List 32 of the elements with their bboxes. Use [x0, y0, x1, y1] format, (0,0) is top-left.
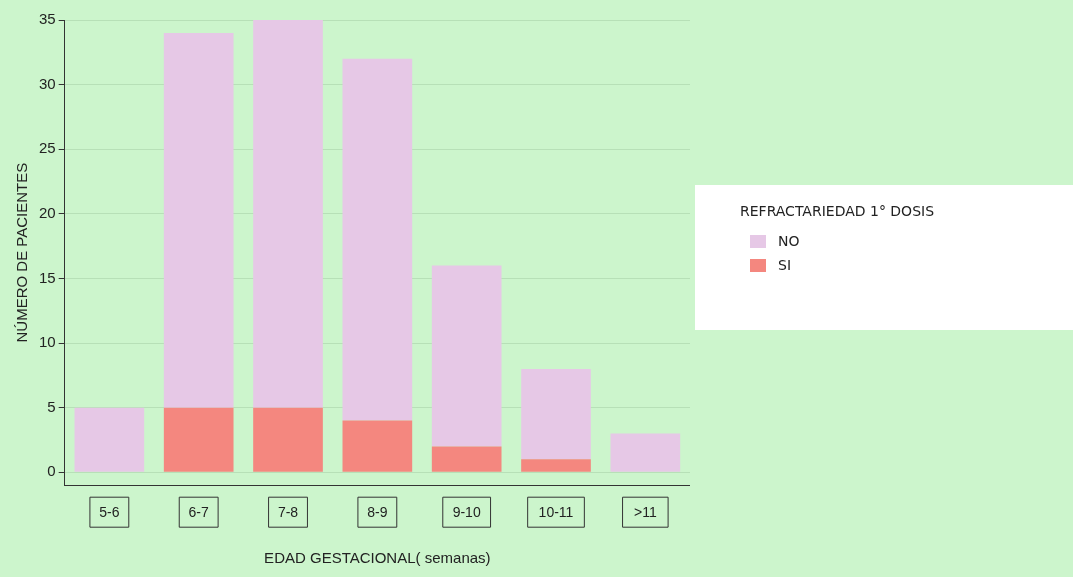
x-tick-label: >11	[633, 504, 657, 521]
x-tick-label: 10-11	[538, 504, 574, 521]
bar	[521, 459, 591, 472]
bar	[342, 420, 413, 472]
y-tick-label: 30	[39, 74, 56, 92]
bar	[342, 58, 413, 421]
bar	[253, 407, 323, 472]
bar	[431, 265, 502, 447]
bar	[163, 407, 234, 472]
y-tick-label: 35	[39, 10, 56, 28]
x-tick-label: 5-6	[99, 504, 120, 521]
y-axis-title: NÚMERO DE PACIENTES	[13, 162, 31, 343]
x-tick-label: 8-9	[367, 504, 388, 521]
x-axis-title: EDAD GESTACIONAL( semanas)	[264, 549, 491, 567]
x-tick-label: 6-7	[188, 504, 210, 521]
x-tick-label: 7-8	[277, 504, 299, 521]
bar	[431, 446, 502, 472]
y-tick-label: 10	[39, 333, 56, 351]
bar	[163, 32, 234, 408]
legend-label: SI	[778, 257, 792, 273]
legend-title: REFRACTARIEDAD 1° DOSIS	[740, 203, 936, 219]
legend-label: NO	[778, 233, 800, 249]
x-tick-label: 9-10	[452, 504, 481, 521]
y-tick-label: 5	[47, 397, 56, 415]
bar	[610, 433, 681, 472]
bar	[253, 20, 323, 408]
y-tick-label: 0	[47, 462, 56, 480]
bar	[74, 407, 145, 472]
y-tick-label: 25	[39, 139, 56, 157]
y-tick-label: 15	[39, 268, 56, 286]
y-tick-label: 20	[39, 203, 56, 221]
bar	[521, 368, 591, 460]
